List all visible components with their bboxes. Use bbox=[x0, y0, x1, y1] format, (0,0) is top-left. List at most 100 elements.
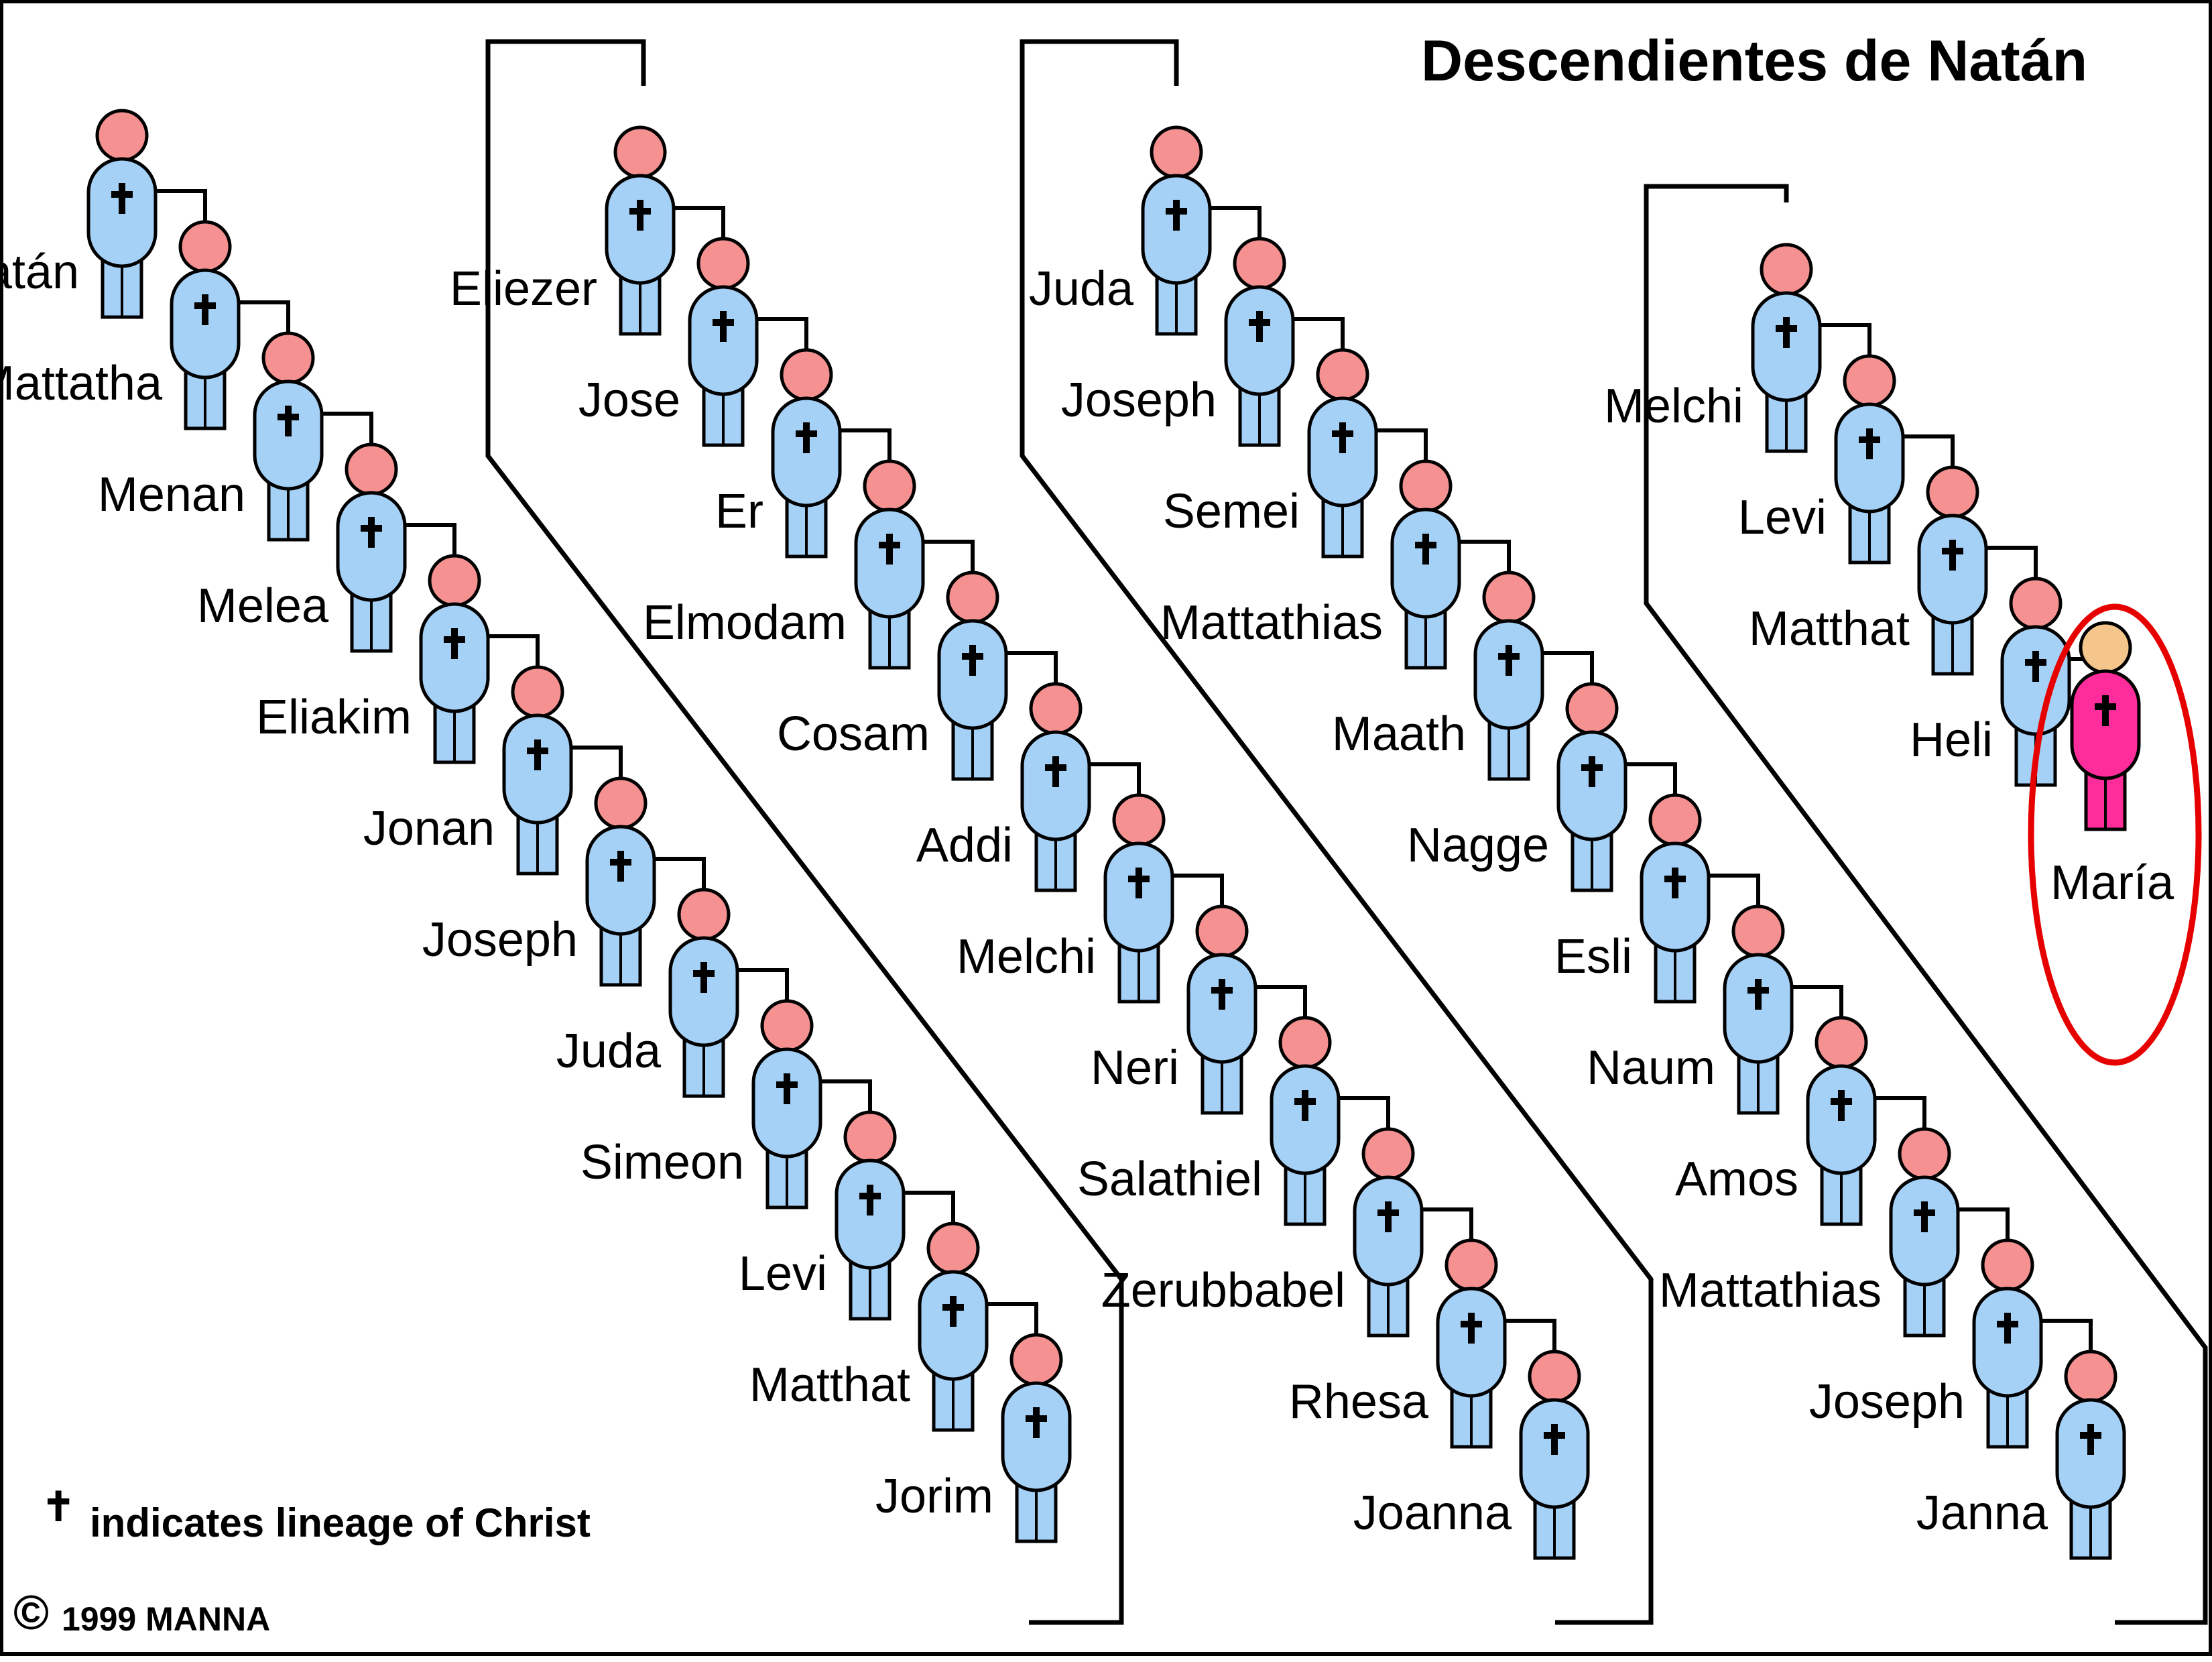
person-figure: Melchi bbox=[1604, 243, 1822, 453]
parent-child-connector bbox=[819, 1079, 872, 1112]
cross-icon bbox=[527, 739, 548, 770]
person-name-label: Salathiel bbox=[1077, 1152, 1262, 1206]
person-name-label: Joseph bbox=[1809, 1375, 1965, 1429]
person-figure: Juda bbox=[1029, 125, 1212, 336]
head-icon bbox=[261, 331, 315, 385]
cross-icon bbox=[194, 294, 216, 325]
legend-text: indicates lineage of Christ bbox=[90, 1500, 591, 1545]
person-name-label: Juda bbox=[556, 1024, 662, 1078]
person-figure: Zerubbabel bbox=[1101, 1127, 1424, 1338]
person-figure: Joanna bbox=[1353, 1350, 1590, 1560]
figures-layer: Natán Mattatha Menan Melea Eliakim Jonan Josep… bbox=[0, 109, 2174, 1560]
person-name-label: Maath bbox=[1332, 707, 1466, 761]
parent-child-connector bbox=[736, 968, 789, 1001]
person-figure: Jorim bbox=[875, 1333, 1072, 1543]
parent-child-connector bbox=[2040, 1319, 2093, 1352]
person-figure: Salathiel bbox=[1077, 1016, 1341, 1226]
head-icon bbox=[1316, 348, 1369, 402]
connector-lines bbox=[154, 39, 2208, 1625]
cross-icon bbox=[1045, 756, 1066, 787]
person-name-label: Mattatha bbox=[0, 357, 163, 410]
person-figure: Jose bbox=[578, 237, 759, 447]
head-icon bbox=[1195, 904, 1249, 958]
person-figure: Mattatha bbox=[0, 220, 241, 430]
cross-icon bbox=[361, 517, 382, 548]
person-figure: Joseph bbox=[1809, 1238, 2043, 1449]
parent-child-connector bbox=[1292, 317, 1345, 350]
person-name-label: Mattathias bbox=[1659, 1264, 1882, 1317]
cross-icon bbox=[713, 311, 734, 342]
head-icon bbox=[946, 571, 999, 624]
person-name-label: Janna bbox=[1916, 1486, 2048, 1540]
parent-child-connector bbox=[1707, 874, 1760, 906]
parent-child-connector bbox=[902, 1191, 955, 1224]
head-icon bbox=[677, 888, 731, 941]
person-name-label: Zerubbabel bbox=[1101, 1264, 1345, 1317]
head-icon bbox=[178, 220, 232, 274]
head-icon bbox=[594, 776, 648, 830]
parent-child-connector bbox=[985, 1302, 1038, 1335]
head-icon bbox=[95, 109, 149, 162]
person-name-label: Cosam bbox=[777, 707, 930, 761]
copyright-symbol-icon: © bbox=[13, 1586, 49, 1640]
cross-icon bbox=[629, 200, 651, 231]
person-figure: Maath bbox=[1332, 571, 1544, 781]
person-figure: María bbox=[2050, 621, 2174, 910]
cross-icon bbox=[1377, 1201, 1399, 1232]
person-figure: Naum bbox=[1587, 904, 1794, 1115]
cross-icon bbox=[444, 628, 465, 659]
parent-child-connector bbox=[1254, 985, 1307, 1018]
cross-icon bbox=[1461, 1313, 1482, 1344]
head-icon bbox=[2064, 1350, 2117, 1403]
person-figure: Mattathias bbox=[1659, 1127, 1960, 1338]
cross-icon bbox=[796, 422, 817, 453]
person-name-label: Levi bbox=[739, 1247, 827, 1301]
cross-icon bbox=[859, 1185, 881, 1215]
parent-child-connector bbox=[1873, 1096, 1926, 1129]
person-name-label: Addi bbox=[916, 819, 1013, 872]
head-icon bbox=[1009, 1333, 1063, 1386]
head-icon bbox=[843, 1110, 897, 1164]
legend-cross-icon: ✝ bbox=[42, 1484, 75, 1529]
person-figure: Er bbox=[715, 348, 842, 558]
head-icon bbox=[1815, 1016, 1868, 1069]
person-name-label: Levi bbox=[1738, 491, 1827, 544]
head-icon bbox=[696, 237, 750, 290]
person-figure: Amos bbox=[1675, 1016, 1877, 1226]
parent-child-connector bbox=[839, 428, 892, 461]
parent-child-connector bbox=[1957, 1207, 2010, 1240]
parent-child-connector bbox=[1209, 206, 1262, 239]
cross-icon bbox=[610, 851, 631, 882]
person-figure: Elmodam bbox=[643, 459, 925, 670]
cross-icon bbox=[1859, 428, 1880, 459]
person-name-label: Mattathias bbox=[1160, 596, 1383, 650]
parent-child-connector bbox=[237, 300, 290, 333]
parent-child-connector bbox=[1819, 323, 1871, 356]
cross-icon bbox=[1498, 645, 1520, 676]
cross-icon bbox=[2025, 651, 2046, 682]
head-icon bbox=[1150, 125, 1203, 179]
head-icon bbox=[1482, 571, 1536, 624]
person-name-label: Rhesa bbox=[1289, 1375, 1429, 1429]
head-icon bbox=[1898, 1127, 1951, 1181]
person-name-label: Naum bbox=[1587, 1041, 1715, 1095]
parent-child-connector bbox=[1541, 651, 1594, 684]
parent-child-connector bbox=[1790, 985, 1843, 1018]
cross-icon bbox=[1415, 534, 1436, 565]
column-continuation-line bbox=[485, 39, 1124, 1625]
cross-icon bbox=[1026, 1407, 1047, 1438]
person-figure: Melchi bbox=[957, 793, 1174, 1004]
cross-icon bbox=[693, 962, 715, 993]
head-icon bbox=[1648, 793, 1702, 847]
person-name-label: Natán bbox=[0, 245, 79, 299]
column-continuation-line bbox=[1644, 184, 2208, 1625]
parent-child-connector bbox=[1171, 874, 1224, 906]
parent-child-connector bbox=[1902, 434, 1955, 467]
parent-child-connector bbox=[653, 857, 706, 890]
person-figure: Janna bbox=[1916, 1350, 2126, 1560]
person-name-label: Eliezer bbox=[450, 262, 597, 316]
person-name-label: Amos bbox=[1675, 1152, 1798, 1206]
